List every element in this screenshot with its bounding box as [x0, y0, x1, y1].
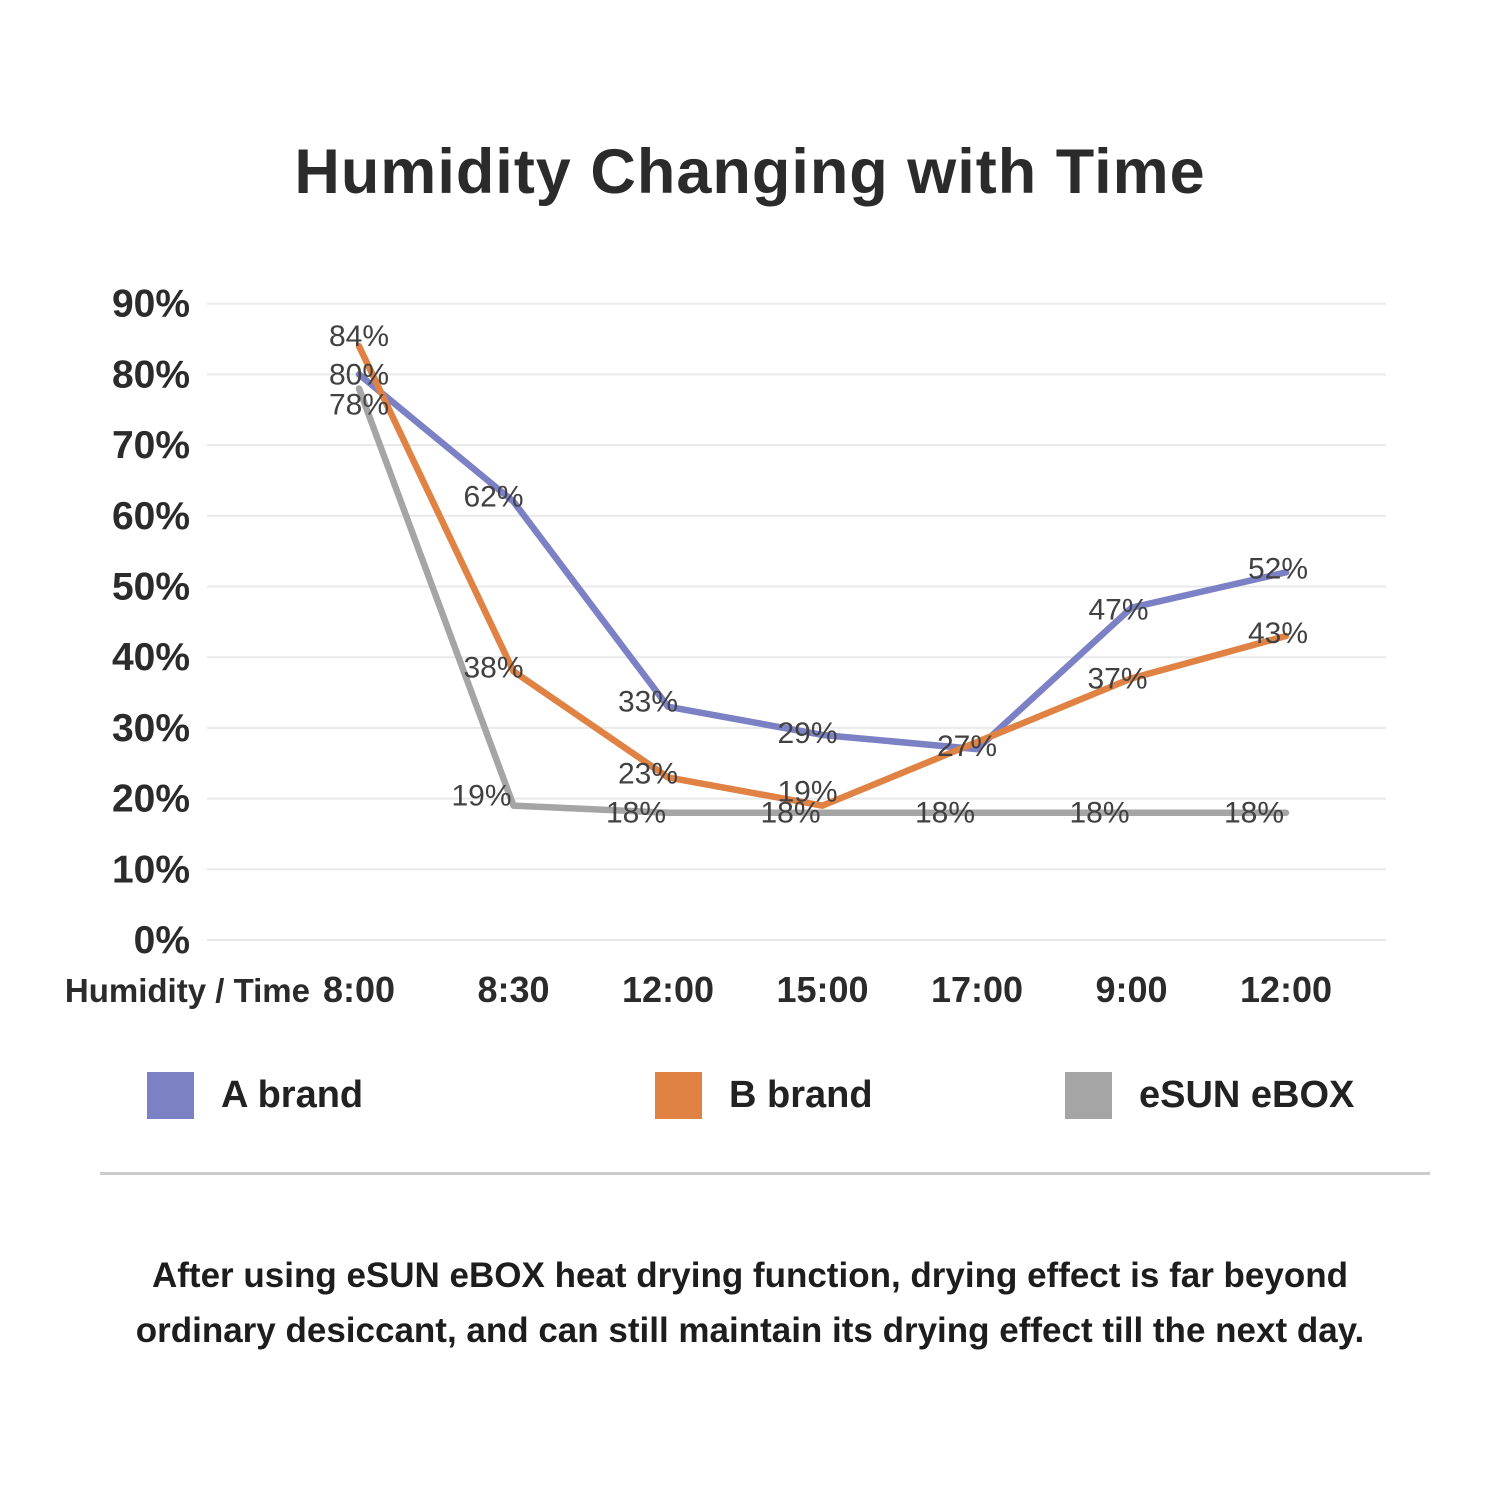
data-label: 18% — [1069, 797, 1129, 830]
series-line-esun-ebox — [355, 385, 1290, 816]
series-line-a-brand — [355, 371, 1290, 753]
legend-item-esun-ebox: eSUN eBOX — [1065, 1072, 1354, 1119]
caption-line-1: After using eSUN eBOX heat drying functi… — [152, 1256, 1348, 1295]
legend-item-a-brand: A brand — [147, 1072, 363, 1119]
caption: After using eSUN eBOX heat drying functi… — [0, 1248, 1500, 1358]
data-label: 43% — [1248, 617, 1308, 650]
data-label: 47% — [1088, 594, 1148, 627]
x-tick-label: 17:00 — [931, 969, 1023, 1010]
data-label: 80% — [329, 358, 389, 391]
y-tick-label: 50% — [112, 566, 190, 609]
esun-ebox-label: eSUN eBOX — [1139, 1074, 1355, 1116]
data-label: 23% — [618, 757, 678, 790]
data-label: 52% — [1248, 552, 1308, 585]
a-brand-label: A brand — [221, 1074, 364, 1116]
data-label: 84% — [329, 320, 389, 353]
data-label: 78% — [329, 389, 389, 422]
data-label: 29% — [777, 717, 837, 750]
data-label: 38% — [463, 651, 523, 684]
data-label: 62% — [463, 481, 523, 514]
y-tick-label: 80% — [112, 353, 190, 396]
y-tick-label: 40% — [112, 636, 190, 679]
x-tick-label: 8:00 — [323, 969, 395, 1010]
data-label: 18% — [606, 797, 666, 830]
data-label: 18% — [1224, 797, 1284, 830]
x-tick-label: 8:30 — [477, 969, 549, 1010]
series-line-b-brand — [355, 342, 1290, 809]
data-label: 33% — [618, 686, 678, 719]
data-label: 19% — [777, 776, 837, 809]
data-label: 27% — [937, 730, 997, 763]
esun-ebox-swatch — [1065, 1072, 1112, 1119]
chart-title: Humidity Changing with Time — [294, 137, 1206, 207]
data-label: 37% — [1087, 662, 1147, 695]
b-brand-swatch — [655, 1072, 702, 1119]
y-tick-label: 10% — [112, 848, 190, 891]
y-tick-label: 30% — [112, 707, 190, 750]
legend-item-b-brand: B brand — [655, 1072, 873, 1119]
x-tick-label: 12:00 — [1240, 969, 1332, 1010]
caption-line-2: ordinary desiccant, and can still mainta… — [135, 1311, 1365, 1350]
a-brand-swatch — [147, 1072, 194, 1119]
y-tick-label: 70% — [112, 424, 190, 467]
y-tick-label: 0% — [134, 919, 190, 962]
y-tick-label: 60% — [112, 495, 190, 538]
x-axis-title: Humidity / Time — [65, 972, 310, 1009]
data-label: 18% — [915, 797, 975, 830]
x-tick-label: 12:00 — [622, 969, 714, 1010]
x-tick-label: 15:00 — [776, 969, 868, 1010]
divider-line — [100, 1172, 1430, 1175]
y-tick-label: 90% — [112, 283, 190, 326]
data-label: 18% — [760, 797, 820, 830]
data-label: 19% — [451, 780, 511, 813]
x-tick-label: 9:00 — [1095, 969, 1167, 1010]
b-brand-label: B brand — [729, 1074, 873, 1116]
y-tick-label: 20% — [112, 778, 190, 821]
